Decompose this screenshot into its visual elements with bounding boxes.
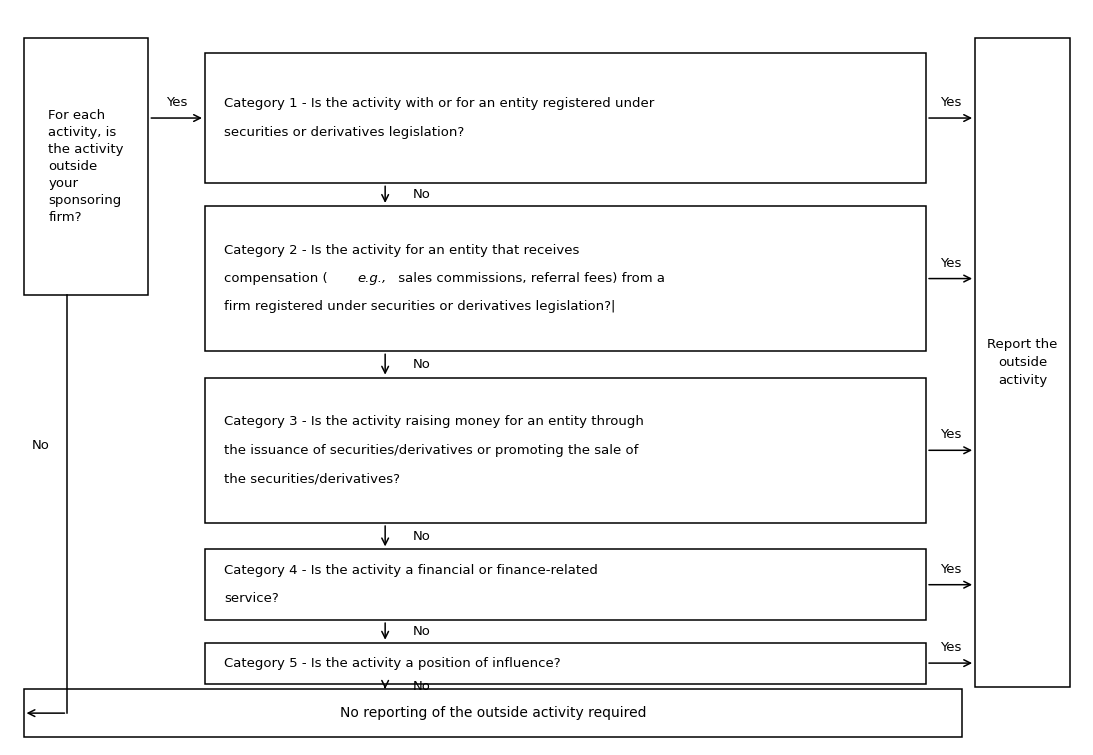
Text: Yes: Yes [940,562,961,576]
Bar [24,38,149,295]
Text: Yes: Yes [940,641,961,654]
Bar [204,53,926,183]
Text: No: No [412,625,431,638]
Text: No: No [32,439,49,451]
Text: No reporting of the outside activity required: No reporting of the outside activity req… [340,706,646,720]
Text: Category 3 - Is the activity raising money for an entity through: Category 3 - Is the activity raising mon… [224,415,644,428]
Text: No: No [412,680,431,693]
Text: No: No [412,530,431,543]
Bar [24,689,962,738]
Text: service?: service? [224,593,279,606]
Text: No: No [412,188,431,201]
Text: No: No [412,358,431,371]
Text: Yes: Yes [166,96,187,109]
Text: the securities/derivatives?: the securities/derivatives? [224,472,400,485]
Bar [204,206,926,351]
Text: compensation (: compensation ( [224,272,328,285]
Text: the issuance of securities/derivatives or promoting the sale of: the issuance of securities/derivatives o… [224,444,638,457]
Text: sales commissions, referral fees) from a: sales commissions, referral fees) from a [395,272,666,285]
Text: Yes: Yes [940,428,961,442]
Text: firm registered under securities or derivatives legislation?|: firm registered under securities or deri… [224,300,615,313]
Text: Category 4 - Is the activity a financial or finance-related: Category 4 - Is the activity a financial… [224,564,598,577]
Bar [975,38,1070,687]
Text: Yes: Yes [940,96,961,109]
Text: Yes: Yes [940,257,961,270]
Text: securities or derivatives legislation?: securities or derivatives legislation? [224,126,465,139]
Text: e.g.,: e.g., [357,272,386,285]
Text: Category 2 - Is the activity for an entity that receives: Category 2 - Is the activity for an enti… [224,244,579,257]
Text: Report the
outside
activity: Report the outside activity [987,338,1058,387]
Text: Category 1 - Is the activity with or for an entity registered under: Category 1 - Is the activity with or for… [224,97,655,110]
Bar [204,549,926,620]
Text: For each
activity, is
the activity
outside
your
sponsoring
firm?: For each activity, is the activity outsi… [48,109,124,224]
Bar [204,643,926,683]
Bar [204,378,926,523]
Text: Category 5 - Is the activity a position of influence?: Category 5 - Is the activity a position … [224,657,561,670]
